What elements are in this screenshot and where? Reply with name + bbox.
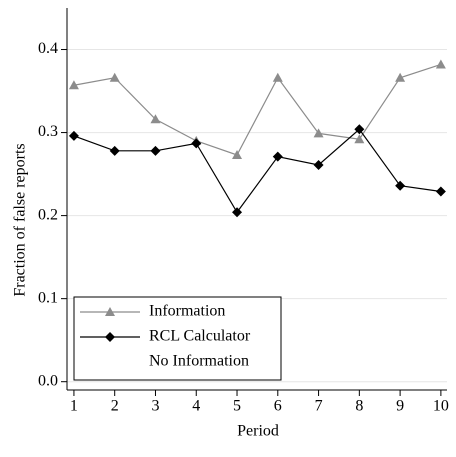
marker	[109, 145, 120, 156]
x-tick-label: 4	[192, 398, 200, 415]
marker	[105, 332, 115, 342]
legend-label: Information	[149, 303, 225, 320]
marker	[395, 180, 406, 191]
y-tick-label: 0.1	[38, 289, 58, 306]
marker	[272, 151, 283, 162]
marker	[150, 145, 161, 156]
x-tick-label: 3	[151, 398, 159, 415]
marker	[435, 59, 446, 69]
marker	[232, 149, 243, 159]
legend-label: RCL Calculator	[149, 328, 251, 345]
series-line	[73, 63, 442, 156]
marker	[354, 124, 365, 135]
y-tick-label: 0.2	[38, 206, 58, 223]
marker	[105, 307, 115, 316]
marker	[68, 130, 79, 141]
marker	[68, 80, 79, 90]
marker	[109, 72, 120, 82]
marker	[435, 186, 446, 197]
x-tick-label: 5	[233, 398, 241, 415]
x-tick-label: 9	[396, 398, 404, 415]
marker	[150, 114, 161, 124]
marker	[354, 134, 365, 144]
x-tick-label: 8	[355, 398, 363, 415]
legend-label: No Information	[149, 353, 249, 370]
marker	[191, 138, 202, 149]
y-axis-label: Fraction of false reports	[12, 143, 29, 296]
series-line	[73, 128, 441, 214]
marker	[313, 159, 324, 170]
marker	[313, 128, 324, 138]
y-tick-label: 0.0	[38, 372, 58, 389]
x-tick-label: 1	[70, 398, 78, 415]
x-tick-label: 7	[315, 398, 323, 415]
marker	[272, 72, 283, 82]
x-tick-label: 6	[274, 398, 282, 415]
y-tick-label: 0.3	[38, 123, 58, 140]
marker	[232, 207, 243, 218]
x-tick-label: 2	[111, 398, 119, 415]
marker	[395, 72, 406, 82]
x-axis-label: Period	[237, 423, 279, 440]
y-tick-label: 0.4	[38, 40, 58, 57]
x-tick-label: 10	[433, 398, 449, 415]
